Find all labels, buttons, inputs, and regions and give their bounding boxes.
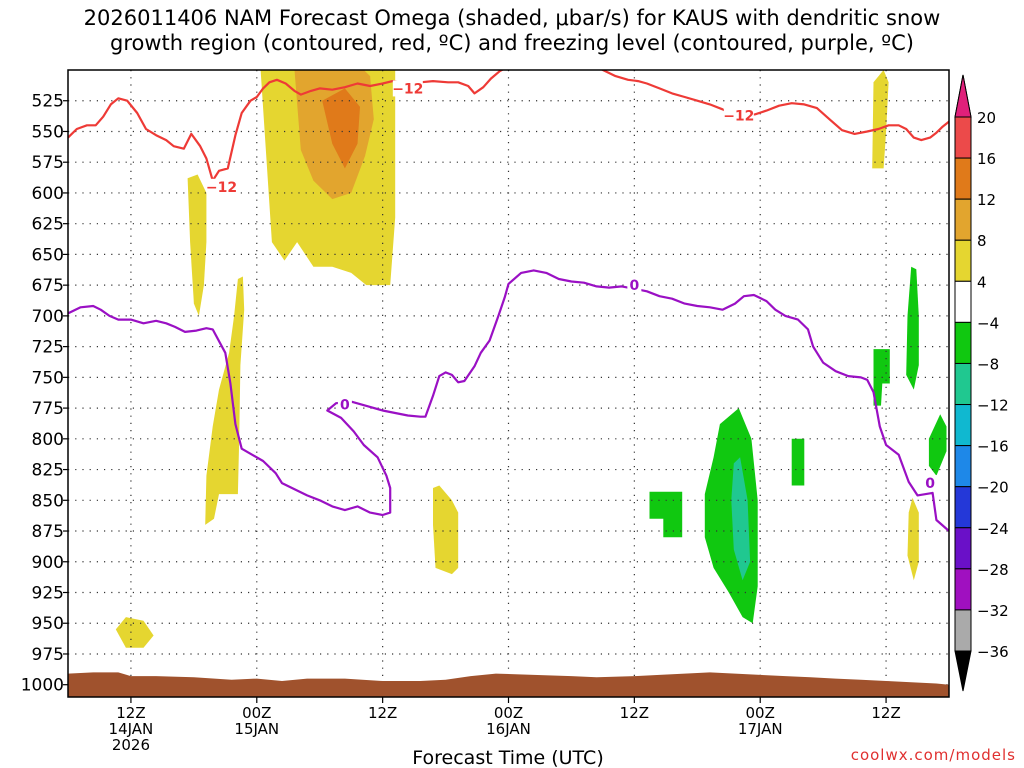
- colorbar-bottom-triangle: [954, 650, 972, 692]
- colorbar-label: −32: [977, 602, 1009, 620]
- colorbar-label: −4: [977, 314, 999, 332]
- title-line-2: growth region (contoured, red, ºC) and f…: [110, 31, 914, 55]
- minus12-contour-label: −12: [392, 81, 423, 97]
- colorbar-box-12: [954, 609, 972, 652]
- freezing-contour-label: 0: [340, 397, 350, 413]
- colorbar-label: 20: [977, 109, 996, 127]
- colorbar-label: 16: [977, 150, 996, 168]
- colorbar-label: −24: [977, 520, 1009, 538]
- omega-region-9: [704, 408, 758, 624]
- x-tick-label: 00Z: [242, 704, 271, 722]
- x-tick-label: 00Z: [494, 704, 523, 722]
- x-tick-label: 12Z: [871, 704, 900, 722]
- y-tick-label: 675: [32, 276, 64, 296]
- y-tick-label: 800: [32, 430, 64, 450]
- x-tick-label: 16JAN: [486, 720, 531, 738]
- omega-region-5: [115, 617, 154, 648]
- y-tick-label: 600: [32, 184, 64, 204]
- colorbar-box-2: [954, 198, 972, 241]
- colorbar-box-8: [954, 445, 972, 488]
- colorbar-label: −28: [977, 561, 1009, 579]
- omega-region-4: [205, 276, 245, 525]
- freezing-contour-label: 0: [925, 476, 935, 492]
- omega-region-13: [906, 266, 919, 390]
- colorbar-label: −8: [977, 355, 999, 373]
- title-line-1: 2026011406 NAM Forecast Omega (shaded, μ…: [83, 6, 941, 30]
- omega-region-15: [928, 414, 947, 476]
- colorbar-label: −36: [977, 643, 1009, 661]
- y-tick-label: 825: [32, 461, 64, 481]
- y-tick-label: 525: [32, 92, 64, 112]
- x-tick-label: 12Z: [368, 704, 397, 722]
- y-tick-label: 625: [32, 215, 64, 235]
- minus12-contour-line: [68, 70, 949, 182]
- colorbar-box-0: [954, 116, 972, 159]
- colorbar-box-10: [954, 527, 972, 570]
- colorbar-box-4: [954, 280, 972, 323]
- y-tick-label: 850: [32, 491, 64, 511]
- colorbar-box-1: [954, 157, 972, 200]
- ground-terrain: [68, 672, 949, 697]
- colorbar-box-3: [954, 239, 972, 282]
- colorbar-top-triangle-fill: [954, 74, 972, 118]
- x-tick-label: 15JAN: [234, 720, 279, 738]
- colorbar-box-7: [954, 404, 972, 447]
- freezing-contour-label-bg: [337, 396, 352, 413]
- omega-region-3: [187, 174, 207, 316]
- y-tick-label: 650: [32, 245, 64, 265]
- y-tick-label: 925: [32, 584, 64, 604]
- colorbar-label: −12: [977, 397, 1009, 415]
- y-tick-label: 575: [32, 153, 64, 173]
- y-tick-label: 550: [32, 122, 64, 142]
- freezing-contour-line: [68, 269, 949, 532]
- x-tick-label: 12Z: [116, 704, 145, 722]
- colorbar-label: 4: [977, 273, 987, 291]
- y-tick-label: 775: [32, 399, 64, 419]
- omega-region-7: [872, 70, 889, 169]
- minus12-contour-label-bg: [206, 178, 237, 195]
- freezing-contour-label-bg: [923, 475, 938, 492]
- minus12-contour-label: −12: [723, 108, 754, 124]
- colorbar-label: 12: [977, 191, 996, 209]
- freezing-contour-label: 0: [629, 278, 639, 294]
- omega-region-12: [791, 438, 805, 486]
- y-tick-label: 950: [32, 614, 64, 634]
- omega-region-11: [649, 491, 683, 538]
- y-tick-label: 725: [32, 338, 64, 358]
- x-axis-label: Forecast Time (UTC): [412, 747, 603, 768]
- y-tick-label: 750: [32, 368, 64, 388]
- colorbar-label: 8: [977, 232, 987, 250]
- x-tick-label: 12Z: [620, 704, 649, 722]
- minus12-contour-label-bg: [723, 107, 754, 124]
- colorbar-label: −20: [977, 479, 1009, 497]
- freezing-contour-label-bg: [627, 277, 642, 294]
- omega-region-8: [907, 497, 919, 581]
- colorbar-box-9: [954, 486, 972, 529]
- x-tick-label: 17JAN: [738, 720, 783, 738]
- y-tick-label: 900: [32, 553, 64, 573]
- minus12-contour-label-bg: [392, 80, 423, 97]
- y-tick-label: 1000: [21, 676, 64, 696]
- x-tick-label: 14JAN: [109, 720, 154, 738]
- x-tick-label: 00Z: [746, 704, 775, 722]
- colorbar-box-6: [954, 362, 972, 406]
- y-tick-label: 875: [32, 522, 64, 542]
- colorbar-box-11: [954, 568, 972, 611]
- omega-region-10: [731, 457, 751, 581]
- colorbar-box-5: [954, 321, 972, 364]
- omega-region-6: [433, 485, 459, 575]
- omega-region-2: [322, 88, 360, 169]
- credit-text: coolwx.com/models: [850, 746, 1016, 764]
- y-tick-label: 975: [32, 645, 64, 665]
- chart-title: 2026011406 NAM Forecast Omega (shaded, μ…: [0, 6, 1024, 56]
- y-tick-label: 700: [32, 307, 64, 327]
- minus12-contour-label: −12: [206, 180, 237, 196]
- x-tick-label: 2026: [112, 736, 150, 754]
- colorbar-label: −16: [977, 438, 1009, 456]
